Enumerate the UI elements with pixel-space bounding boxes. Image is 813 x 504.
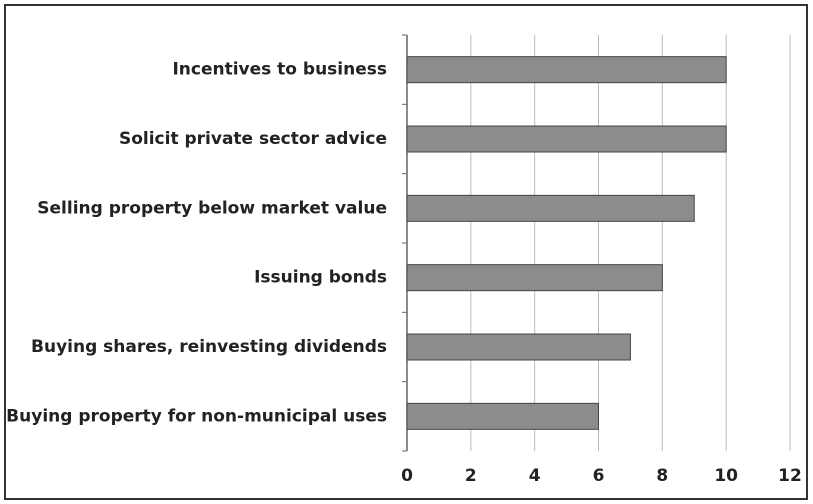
bar [406, 402, 599, 430]
y-tick-label: Issuing bonds [254, 268, 387, 288]
bar [406, 56, 727, 84]
bar [406, 125, 727, 153]
y-tick-label: Incentives to business [172, 60, 387, 80]
y-tick-label: Selling property below market value [37, 198, 387, 218]
x-tick-label: 4 [529, 466, 541, 486]
x-tick-label: 6 [593, 466, 605, 486]
bar [406, 333, 631, 361]
x-tick-label: 8 [656, 466, 668, 486]
x-tick-label: 12 [778, 466, 802, 486]
x-tick-label: 10 [714, 466, 738, 486]
x-tick-label: 0 [401, 466, 413, 486]
bar [406, 264, 663, 292]
y-tick-label: Buying property for non-municipal uses [6, 406, 387, 426]
y-tick-label: Solicit private sector advice [119, 129, 387, 149]
bar [406, 194, 695, 222]
y-tick-label: Buying shares, reinvesting dividends [31, 337, 387, 357]
x-tick-label: 2 [465, 466, 477, 486]
chart-frame [4, 4, 808, 500]
